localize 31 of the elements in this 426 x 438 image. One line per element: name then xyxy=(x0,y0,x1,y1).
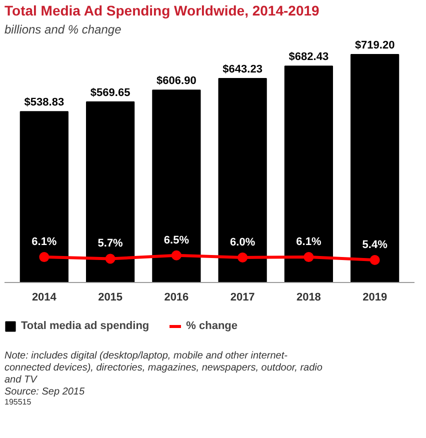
x-tick-label: 2014 xyxy=(32,292,58,304)
x-tick-label: 2015 xyxy=(98,292,123,304)
bar xyxy=(86,101,135,283)
text: Note: includes digital (desktop/laptop, mobile and other internet-connected devices), directories, magazines, newspapers, outdoor, radio and TV xyxy=(4,350,323,386)
x-tick-label: 2016 xyxy=(164,292,189,304)
data-label: $538.83 xyxy=(24,96,64,109)
x-tick-label: 2017 xyxy=(230,292,255,304)
source-note: Source: Sep 2015 xyxy=(4,386,85,398)
x-tick-label: 2018 xyxy=(296,292,321,304)
x-tick-label: 2019 xyxy=(362,292,388,304)
data-label: 6.1% xyxy=(32,236,57,248)
bar xyxy=(284,66,333,283)
data-label: $569.65 xyxy=(90,86,130,99)
bar xyxy=(20,111,68,283)
text: 195515 xyxy=(4,398,32,406)
data-label: 6.1% xyxy=(296,236,322,248)
data-label: $719.20 xyxy=(354,39,395,52)
data-label: 6.5% xyxy=(164,234,190,246)
legend-label: % change xyxy=(186,320,238,332)
data-label: $643.23 xyxy=(222,64,262,76)
chart-subtitle: billions and % change xyxy=(4,22,122,36)
data-label: $682.43 xyxy=(288,51,329,64)
data-label: $606.90 xyxy=(156,75,196,88)
data-label: 6.0% xyxy=(230,236,256,248)
chart-title: Total Media Ad Spending Worldwide, 2014-2019 xyxy=(4,2,320,18)
bar xyxy=(218,78,267,283)
bar xyxy=(350,54,400,283)
data-label: 5.4% xyxy=(362,238,388,251)
legend-label: Total media ad spending xyxy=(21,320,150,332)
data-label: 5.7% xyxy=(98,238,124,250)
bar xyxy=(152,90,201,283)
